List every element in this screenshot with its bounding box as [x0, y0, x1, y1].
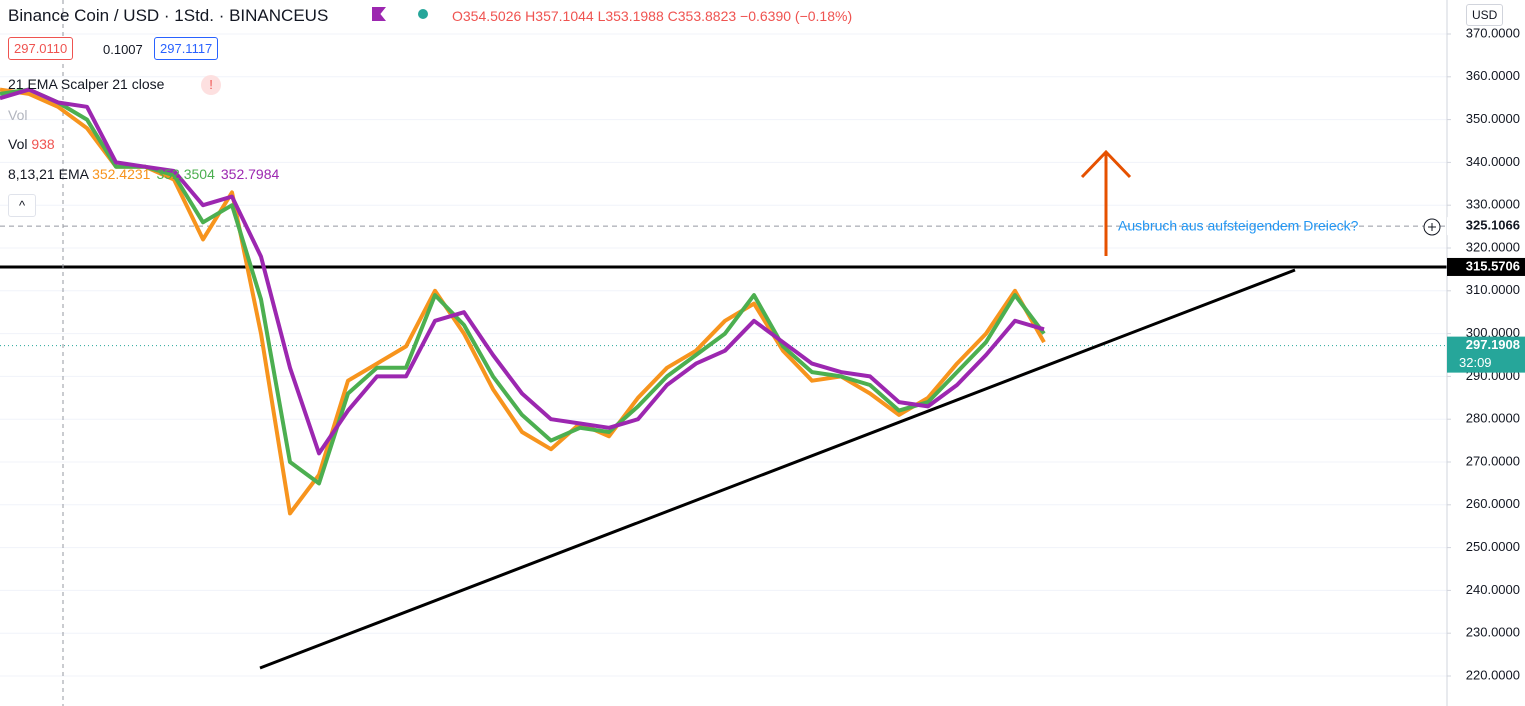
y-tick-label: 280.0000 [1466, 411, 1520, 426]
price-tag-label: 325.1066 [1466, 218, 1520, 233]
status-dot [418, 9, 428, 19]
price-tag [1447, 217, 1525, 236]
arrow-up [1080, 149, 1132, 256]
vol-name: Vol [8, 136, 28, 152]
vol-label: Vol 938 [8, 136, 55, 152]
collapse-button[interactable]: ^ [8, 194, 37, 217]
trend-line [259, 268, 1296, 670]
currency[interactable]: USD [1466, 4, 1504, 26]
price-tag-label: 297.1908 [1466, 337, 1520, 352]
price-tag-label: 315.5706 [1466, 258, 1520, 273]
price-tag [1447, 336, 1525, 373]
price-tag [1447, 257, 1525, 276]
vol-hidden: Vol [8, 107, 28, 123]
y-tick-label: 230.0000 [1466, 625, 1520, 640]
y-tick-label: 370.0000 [1466, 25, 1520, 40]
ema-value: 352.7984 [220, 166, 280, 182]
ema-line [0, 87, 1046, 516]
spread: 0.1007 [103, 42, 143, 57]
ema-value: 352.4231 [92, 166, 151, 182]
ema-name: 8,13,21 EMA [8, 166, 89, 182]
y-tick-label: 240.0000 [1466, 582, 1520, 597]
y-tick-label: 340.0000 [1466, 154, 1520, 169]
y-tick-label: 330.0000 [1466, 197, 1520, 212]
y-tick-label: 250.0000 [1466, 539, 1520, 554]
ask[interactable]: 297.1117 [154, 37, 219, 60]
add-icon [1428, 223, 1436, 231]
bid[interactable]: 297.0110 [8, 37, 74, 60]
ema-value: 352.3504 [156, 166, 215, 182]
y-tick-label: 360.0000 [1466, 68, 1520, 83]
ohlc: O354.5026 H357.1044 L353.1988 C353.8823 … [452, 8, 853, 24]
annotation: Ausbruch aus aufsteigendem Dreieck? [1118, 218, 1359, 234]
y-tick-label: 220.0000 [1466, 667, 1520, 682]
y-tick-label: 270.0000 [1466, 453, 1520, 468]
symbol: Binance Coin / USD · 1Std. · BINANCEUS [8, 6, 329, 25]
countdown: 32:09 [1459, 355, 1492, 370]
indicator: 21 EMA Scalper 21 close [8, 76, 165, 92]
flag[interactable] [372, 7, 386, 21]
y-tick-label: 260.0000 [1466, 496, 1520, 511]
ema-line [0, 87, 1046, 486]
vol-value: 938 [31, 136, 55, 152]
y-tick-label: 310.0000 [1466, 282, 1520, 297]
y-tick-label: 350.0000 [1466, 111, 1520, 126]
warning[interactable]: ! [201, 75, 221, 95]
y-tick-label: 320.0000 [1466, 239, 1520, 254]
ema-line [0, 87, 1045, 456]
y-tick-label: 300.0000 [1466, 325, 1520, 340]
ema-legend: 8,13,21 EMA 352.4231 352.3504 352.7984 [8, 166, 285, 182]
